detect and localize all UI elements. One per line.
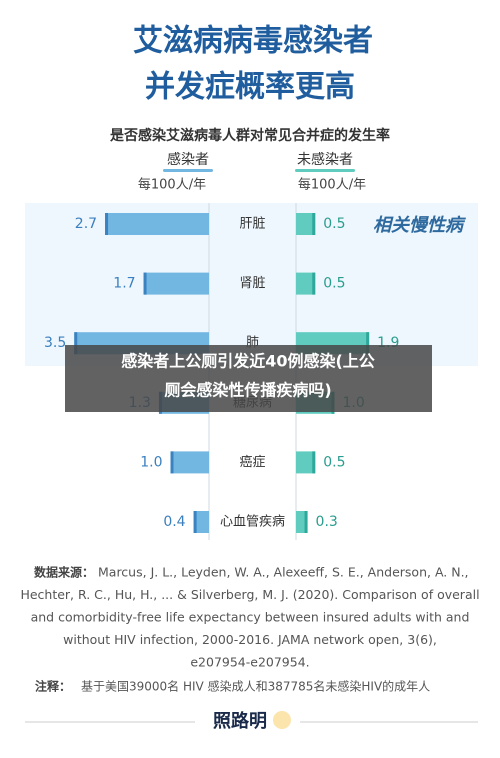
value-label: 0.5 [323,276,345,292]
bar [296,213,316,235]
overlay-text: 感染者上公厕引发近40例感染(上公 [121,352,375,371]
bar [143,272,209,295]
bar [296,511,308,533]
value-label: 0.3 [316,514,338,530]
source-line: without HIV infection, 2000-2016. JAMA n… [63,632,437,647]
bar-edge [312,272,316,295]
overlay-text: 厕会感染性传播疾病吗) [164,381,331,400]
category-label: 肝脏 [239,217,265,232]
note: 基于美国39000名 HIV 感染成人和387785名未感染HIV的成年人 [81,679,430,694]
legend-label: 感染者 [167,151,209,168]
unit-label: 每100人/年 [298,177,366,193]
logo-glow [273,711,291,729]
source-line: Marcus, J. L., Leyden, W. A., Alexeeff, … [98,565,469,580]
bar-edge [366,332,370,355]
bar-edge [193,511,197,533]
value-label: 0.5 [323,454,345,470]
value-label: 1.7 [113,276,135,292]
unit-label: 每100人/年 [138,177,206,193]
category-label: 肾脏 [239,276,265,291]
source-line: e207954-e207954. [190,655,309,670]
annotation: 相关慢性病 [373,215,466,236]
value-label: 0.4 [163,514,185,530]
subtitle: 是否感染艾滋病毒人群对常见合并症的发生率 [110,127,390,144]
title-line: 艾滋病病毒感染者 [133,24,373,59]
value-label: 3.5 [44,335,66,351]
legend-label: 未感染者 [297,151,353,168]
logo: 照路明 [213,710,267,732]
category-label: 心血管疾病 [220,515,285,530]
category-label: 癌症 [239,454,265,470]
legend-swatch [163,169,213,172]
source-line: Hechter, R. C., Hu, H., ... & Silverberg… [20,587,479,602]
bar-edge [143,272,147,295]
bar [296,272,316,295]
bar [170,451,209,474]
bar-edge [105,213,109,235]
bar [105,213,209,235]
overlay-banner [65,345,432,412]
bar [296,451,316,474]
note-label: 注释： [35,679,71,694]
value-label: 0.5 [323,216,345,232]
bar-edge [170,451,174,474]
bar [193,511,209,533]
source-line: and comorbidity-free life expectancy bet… [31,610,470,625]
legend-swatch [295,169,355,172]
bar-edge [312,451,316,474]
source-label: 数据来源： [34,565,94,580]
bar-edge [304,511,308,533]
value-label: 2.7 [75,216,97,232]
bar-edge [312,213,316,235]
value-label: 1.0 [140,454,162,470]
title-line: 并发症概率更高 [145,70,355,105]
bar-edge [74,332,78,355]
